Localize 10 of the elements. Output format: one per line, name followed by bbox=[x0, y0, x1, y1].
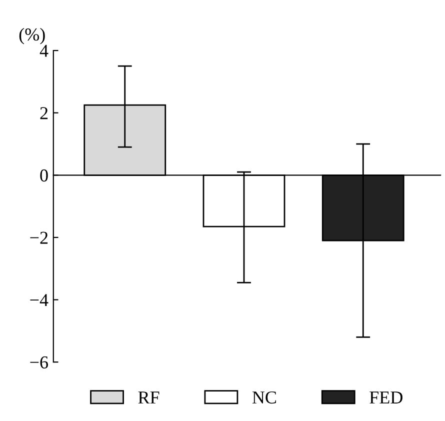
y-tick-label: −4 bbox=[30, 294, 48, 306]
y-tick-label: 0 bbox=[40, 169, 48, 182]
y-tick-label: −2 bbox=[30, 232, 48, 244]
y-tick-label: 2 bbox=[40, 107, 48, 120]
y-tick-label: −6 bbox=[30, 356, 48, 368]
y-tick-label: 4 bbox=[40, 44, 48, 57]
legend-label: RF bbox=[138, 392, 160, 404]
legend-label: FED bbox=[370, 392, 402, 404]
legend-label: NC bbox=[252, 391, 276, 404]
y-axis-title: (%) bbox=[19, 28, 45, 44]
